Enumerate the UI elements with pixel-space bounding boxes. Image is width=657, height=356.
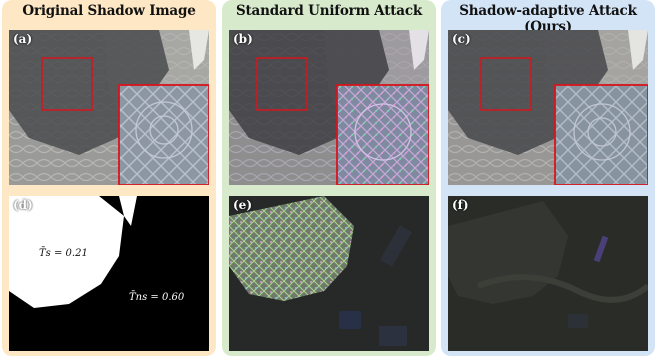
- shadow-threshold-label: T̄s = 0.21: [39, 248, 88, 259]
- panel-f-adaptive-perturbation: (f): [448, 196, 648, 351]
- panel-label-e: (e): [233, 198, 252, 212]
- column-original: Original Shadow Image: [2, 0, 216, 356]
- pavement-scene: [9, 30, 209, 185]
- column-title: Original Shadow Image: [2, 3, 216, 19]
- panel-a-original-shadow-image: (a): [9, 30, 209, 185]
- panel-label-d: (d): [13, 198, 33, 212]
- pavement-scene-adaptive: [448, 30, 648, 185]
- column-shadow-adaptive-attack: Shadow-adaptive Attack (Ours): [441, 0, 655, 356]
- column-title: Standard Uniform Attack: [222, 3, 436, 19]
- panel-b-uniform-attack-image: (b): [229, 30, 429, 185]
- uniform-perturbation-map: [229, 196, 429, 351]
- panel-label-a: (a): [13, 32, 32, 46]
- column-uniform-attack: Standard Uniform Attack: [222, 0, 436, 356]
- panel-label-b: (b): [233, 32, 253, 46]
- adaptive-perturbation-map: [448, 196, 648, 351]
- nonshadow-threshold-label: T̄ns = 0.60: [129, 292, 184, 303]
- panel-d-shadow-mask: (d) T̄s = 0.21 T̄ns = 0.60: [9, 196, 209, 351]
- pavement-scene-noisy: [229, 30, 429, 185]
- panel-e-uniform-perturbation: (e): [229, 196, 429, 351]
- panel-label-c: (c): [452, 32, 471, 46]
- shadow-mask: [9, 196, 209, 351]
- panel-c-adaptive-attack-image: (c): [448, 30, 648, 185]
- panel-label-f: (f): [452, 198, 469, 212]
